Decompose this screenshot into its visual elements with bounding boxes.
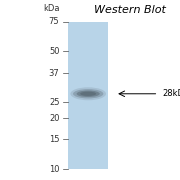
Text: 15: 15 — [49, 135, 59, 144]
Ellipse shape — [73, 89, 103, 98]
Bar — [68, 22, 108, 169]
Ellipse shape — [77, 91, 100, 97]
Text: 37: 37 — [49, 69, 59, 78]
Text: 75: 75 — [49, 17, 59, 26]
Text: 25: 25 — [49, 98, 59, 107]
Text: 10: 10 — [49, 165, 59, 174]
Text: 50: 50 — [49, 47, 59, 56]
Text: Western Blot: Western Blot — [94, 5, 166, 15]
Text: 28kDa: 28kDa — [162, 89, 180, 98]
Ellipse shape — [70, 87, 106, 100]
Text: 20: 20 — [49, 114, 59, 123]
Ellipse shape — [80, 92, 96, 96]
Text: kDa: kDa — [43, 4, 59, 13]
